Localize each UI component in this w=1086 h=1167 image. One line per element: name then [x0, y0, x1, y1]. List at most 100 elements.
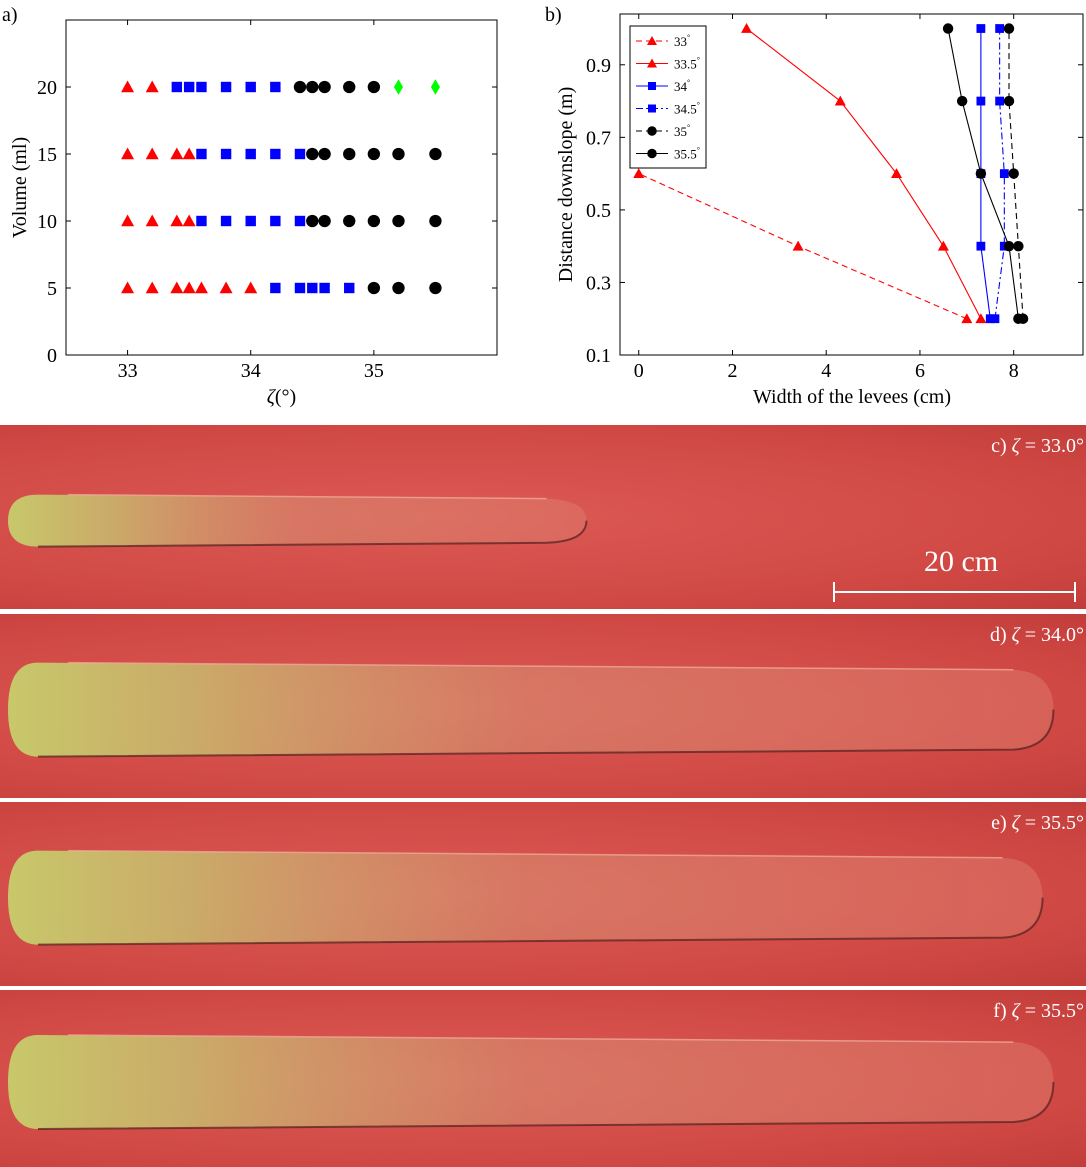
- data-point-circle: [1013, 313, 1024, 324]
- levee-shadow: [37, 1082, 1055, 1131]
- photo-label: c) ζ = 33.0°: [991, 435, 1084, 458]
- photo-label-symbol: ζ: [1011, 1000, 1020, 1022]
- data-point-triangle: [182, 281, 196, 294]
- levee-shadow: [37, 897, 1044, 946]
- photo-label: d) ζ = 34.0°: [990, 624, 1084, 647]
- data-point-triangle: [182, 214, 196, 227]
- data-point-triangle: [194, 281, 208, 294]
- legend-marker: [647, 148, 657, 159]
- legend-label: 33.5°: [674, 56, 700, 72]
- photo-label: f) ζ = 35.5°: [993, 1000, 1084, 1023]
- data-point-square: [270, 81, 281, 93]
- deposit-body: [8, 662, 1054, 757]
- data-point-triangle: [244, 281, 258, 294]
- data-point-square: [270, 148, 281, 160]
- data-point-circle: [429, 214, 442, 228]
- y-tick-label: 0.7: [586, 127, 611, 149]
- data-point-square: [220, 148, 232, 160]
- x-tick-label: 35: [364, 360, 384, 382]
- data-point-square: [976, 96, 986, 106]
- y-tick-label: 5: [47, 278, 57, 300]
- panel-a-label: a): [2, 4, 18, 26]
- data-point-circle: [1003, 240, 1015, 252]
- data-point-triangle: [961, 313, 973, 324]
- levee-shadow: [37, 520, 588, 548]
- x-tick-label: 34: [241, 360, 261, 382]
- legend-marker: [648, 104, 656, 113]
- data-point-circle: [318, 80, 331, 94]
- chart-levee-width: 0 2 4 6 8 0.1 0.3 0.5 0.7 0.9 Width of the levees …: [555, 13, 1084, 408]
- data-point-triangle: [121, 214, 135, 227]
- data-point-circle: [429, 147, 442, 161]
- panel-b-label: b): [545, 4, 562, 26]
- series-line: [746, 28, 982, 319]
- photo-label-symbol: ζ: [1011, 624, 1020, 646]
- data-point-triangle: [170, 281, 184, 294]
- flow-photo: c) ζ = 33.0° 20 cm: [0, 425, 1086, 609]
- photo-label-prefix: f): [993, 1000, 1012, 1022]
- legend-marker: [647, 36, 657, 45]
- chart-volume-vs-angle: 33 34 35 0 5 10 15 20 ζ(°) Volume (ml): [9, 19, 498, 408]
- data-point-square: [990, 314, 1000, 324]
- data-point-square: [220, 215, 232, 227]
- photo-label-prefix: e): [991, 812, 1012, 834]
- flow-photo: f) ζ = 35.5°: [0, 990, 1086, 1167]
- y-tick-label: 10: [37, 211, 57, 233]
- y-axis-label: Volume (ml): [9, 137, 31, 238]
- data-point-square: [270, 215, 281, 227]
- photo-label-prefix: c): [991, 435, 1012, 457]
- x-tick-label: 6: [915, 360, 925, 382]
- plot-frame: [619, 13, 1084, 356]
- data-point-circle: [429, 281, 442, 295]
- y-tick-label: 0.1: [586, 345, 611, 367]
- data-point-circle: [306, 214, 319, 228]
- photo-label: e) ζ = 35.5°: [991, 812, 1084, 835]
- data-point-triangle: [182, 147, 196, 160]
- photo-label-symbol: ζ: [1011, 435, 1020, 457]
- data-point-triangle: [219, 281, 233, 294]
- data-point-triangle: [891, 168, 903, 179]
- data-point-triangle: [975, 313, 987, 324]
- legend-marker: [647, 126, 657, 136]
- data-point-triangle: [792, 240, 804, 251]
- photo-label-value: = 35.5°: [1019, 1000, 1084, 1022]
- deposit-body: [8, 494, 587, 547]
- data-point-circle: [343, 80, 356, 94]
- legend-label: 35°: [674, 123, 690, 139]
- data-point-circle: [1003, 23, 1015, 34]
- deposit-body: [8, 850, 1043, 945]
- data-point-square: [196, 81, 207, 93]
- data-point-circle: [367, 147, 381, 161]
- data-point-circle: [956, 95, 968, 107]
- levee-shadow: [37, 709, 1055, 758]
- data-point-triangle: [145, 80, 159, 93]
- scale-bar: [833, 582, 1076, 602]
- data-point-circle: [392, 214, 405, 228]
- data-point-square: [985, 314, 995, 324]
- data-point-square: [344, 282, 355, 294]
- data-point-triangle: [121, 281, 135, 294]
- data-point-circle: [1008, 168, 1019, 179]
- plot-frame: [65, 19, 498, 356]
- data-point-square: [270, 282, 281, 294]
- y-tick-label: 15: [37, 144, 57, 166]
- data-point-square: [976, 241, 986, 251]
- flow-deposit: [8, 849, 1044, 946]
- flow-photo: d) ζ = 34.0°: [0, 614, 1086, 798]
- data-point-square: [999, 169, 1009, 179]
- x-tick-label: 0: [634, 360, 644, 382]
- flow-photo: e) ζ = 35.5°: [0, 802, 1086, 986]
- legend-label: 34.5°: [674, 101, 700, 117]
- data-point-square: [183, 81, 195, 93]
- data-point-circle: [367, 80, 381, 94]
- flow-deposit: [8, 1034, 1055, 1131]
- data-point-square: [196, 148, 207, 160]
- y-tick-label: 0.5: [586, 200, 611, 222]
- data-point-circle: [392, 147, 405, 161]
- data-point-triangle: [937, 240, 949, 251]
- legend-box: [629, 25, 707, 169]
- data-point-square: [245, 215, 256, 227]
- y-tick-label: 0.9: [586, 55, 611, 77]
- series-line: [638, 173, 968, 320]
- flow-deposit: [8, 661, 1055, 758]
